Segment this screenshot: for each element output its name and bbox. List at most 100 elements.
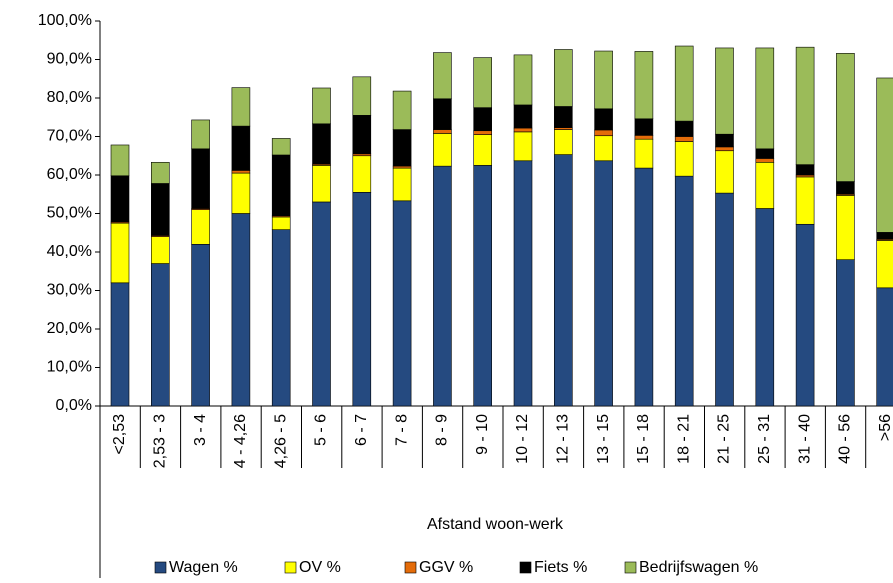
y-tick-label: 60,0%: [47, 166, 92, 183]
bar-segment: [271, 216, 291, 230]
bar-segment: [513, 54, 533, 106]
bar-segment: [836, 259, 855, 407]
x-tick-label: 6 - 7: [353, 414, 370, 446]
bar-segment: [634, 135, 654, 140]
bar-segment: [392, 90, 412, 130]
bar-segment: [634, 138, 654, 169]
x-tick-label: 40 - 56: [837, 414, 854, 464]
bar-segment: [312, 87, 331, 125]
bar-segment: [433, 133, 452, 167]
bar-segment: [473, 130, 493, 135]
bar-segment: [795, 176, 815, 225]
x-axis-title: Afstand woon-werk: [427, 516, 564, 533]
bar-segment: [513, 104, 533, 129]
bar-segment: [715, 133, 734, 148]
legend-swatch: [624, 561, 637, 574]
bar-segment: [151, 183, 170, 236]
bar-segment: [553, 49, 573, 107]
bar-segment: [231, 125, 251, 171]
bar-segment: [553, 154, 573, 407]
bar-segment: [110, 175, 130, 223]
x-tick-label: 10 - 12: [514, 414, 531, 464]
bar-segment: [553, 129, 573, 155]
legend-label: Bedrijfswagen %: [639, 559, 758, 576]
x-tick-label: 15 - 18: [635, 414, 652, 464]
x-tick-label: 5 - 6: [313, 414, 330, 446]
bar-segment: [634, 118, 654, 136]
bar-segment: [110, 282, 130, 407]
bar-segment: [433, 129, 452, 134]
bar-segment: [473, 134, 493, 166]
bar-segment: [513, 127, 533, 133]
x-tick-label: 3 - 4: [192, 414, 209, 446]
bar-segment: [836, 53, 855, 182]
bar-segment: [755, 47, 775, 150]
bar-segment: [191, 148, 210, 209]
legend-swatch: [284, 561, 297, 574]
bar-segment: [392, 167, 412, 202]
legend-label: OV %: [299, 559, 341, 576]
bar-segment: [312, 165, 331, 203]
bar-segment: [594, 160, 613, 407]
y-tick-label: 80,0%: [47, 89, 92, 106]
x-tick-label: 9 - 10: [474, 414, 491, 455]
bar-segment: [110, 222, 130, 284]
bar-segment: [231, 170, 251, 174]
bar-segment: [674, 136, 694, 142]
bar-segment: [231, 172, 251, 214]
x-tick-label: 12 - 13: [555, 414, 572, 464]
x-tick-label: >56: [877, 414, 893, 441]
bar-segment: [715, 192, 734, 407]
bar-segment: [352, 76, 372, 116]
bar-segment: [352, 155, 372, 193]
bar-segment: [231, 87, 251, 127]
legend-label: Wagen %: [169, 559, 238, 576]
bar-segment: [392, 129, 412, 167]
legend-swatch: [154, 561, 167, 574]
bar-segment: [715, 150, 734, 194]
bar-segment: [634, 167, 654, 407]
y-tick-label: 70,0%: [47, 128, 92, 145]
x-tick-label: 2,53 - 3: [152, 414, 169, 468]
legend-swatch: [404, 561, 417, 574]
bar-segment: [271, 154, 291, 217]
bar-segment: [392, 200, 412, 407]
bar-segment: [110, 144, 130, 177]
bar-segment: [836, 195, 855, 260]
bar-segment: [473, 107, 493, 132]
bar-segment: [513, 131, 533, 162]
bar-segment: [594, 129, 613, 137]
bar-segment: [755, 161, 775, 209]
y-tick-label: 30,0%: [47, 282, 92, 299]
bar-segment: [674, 141, 694, 177]
bar-segment: [433, 98, 452, 130]
bar-segment: [191, 119, 210, 150]
x-tick-label: 25 - 31: [756, 414, 773, 464]
bar-segment: [836, 181, 855, 195]
bar-segment: [594, 50, 613, 110]
y-tick-label: 90,0%: [47, 51, 92, 68]
bar-segment: [191, 209, 210, 245]
y-tick-label: 50,0%: [47, 205, 92, 222]
bar-segment: [795, 46, 815, 165]
bar-segment: [755, 208, 775, 407]
bar-segment: [352, 115, 372, 155]
bar-segment: [271, 229, 291, 407]
bar-segment: [352, 192, 372, 407]
bar-segment: [473, 57, 493, 108]
y-tick-label: 20,0%: [47, 320, 92, 337]
bar-segment: [715, 146, 734, 152]
x-tick-label: 4,26 - 5: [272, 414, 289, 468]
y-tick-label: 0,0%: [56, 397, 92, 414]
x-tick-label: 13 - 15: [595, 414, 612, 464]
bar-segment: [513, 160, 533, 407]
x-tick-label: 18 - 21: [675, 414, 692, 464]
bar-segment: [876, 240, 893, 289]
bar-segment: [151, 161, 170, 184]
bar-segment: [151, 263, 170, 407]
bar-segment: [271, 138, 291, 156]
x-tick-label: 31 - 40: [796, 414, 813, 464]
bar-segment: [674, 45, 694, 122]
bar-segment: [876, 232, 893, 240]
